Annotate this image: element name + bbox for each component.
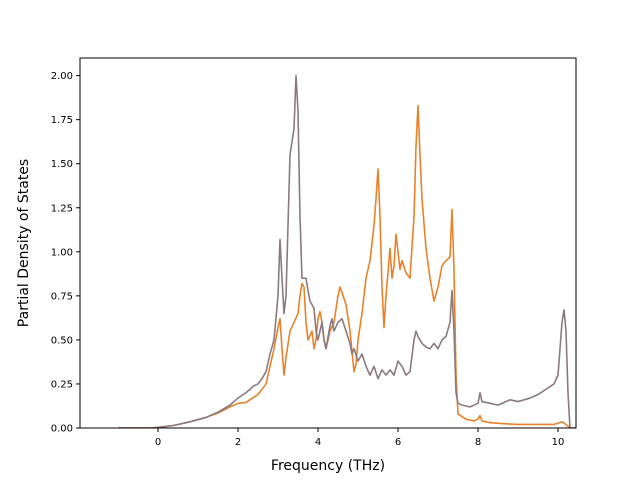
y-tick-label: 1.00	[51, 247, 73, 258]
y-tick-label: 1.75	[51, 115, 73, 126]
x-tick-label: 4	[315, 437, 321, 448]
series-line-2	[118, 74, 576, 428]
x-tick-label: 0	[155, 437, 161, 448]
y-tick-label: 0.00	[51, 424, 73, 435]
y-axis-label: Partial Density of States	[16, 159, 32, 327]
x-axis: 0 2 4 6 8 10	[155, 428, 565, 448]
axes-frame	[79, 57, 577, 429]
x-tick-label: 6	[395, 437, 401, 448]
y-tick-label: 0.50	[51, 335, 73, 346]
y-tick-label: 0.75	[51, 291, 73, 302]
x-tick-label: 8	[475, 437, 481, 448]
y-tick-label: 1.50	[51, 159, 73, 170]
x-tick-label: 2	[235, 437, 241, 448]
series-line-1	[118, 104, 576, 428]
x-tick-label: 10	[552, 437, 565, 448]
y-tick-label: 1.25	[51, 203, 73, 214]
x-axis-label: Frequency (THz)	[271, 458, 385, 474]
y-tick-label: 2.00	[51, 71, 73, 82]
y-axis: 0.00 0.25 0.50 0.75 1.00 1.25 1.50 1.75 2.00	[51, 71, 80, 435]
series-lines	[118, 74, 576, 428]
y-tick-label: 0.25	[51, 379, 73, 390]
